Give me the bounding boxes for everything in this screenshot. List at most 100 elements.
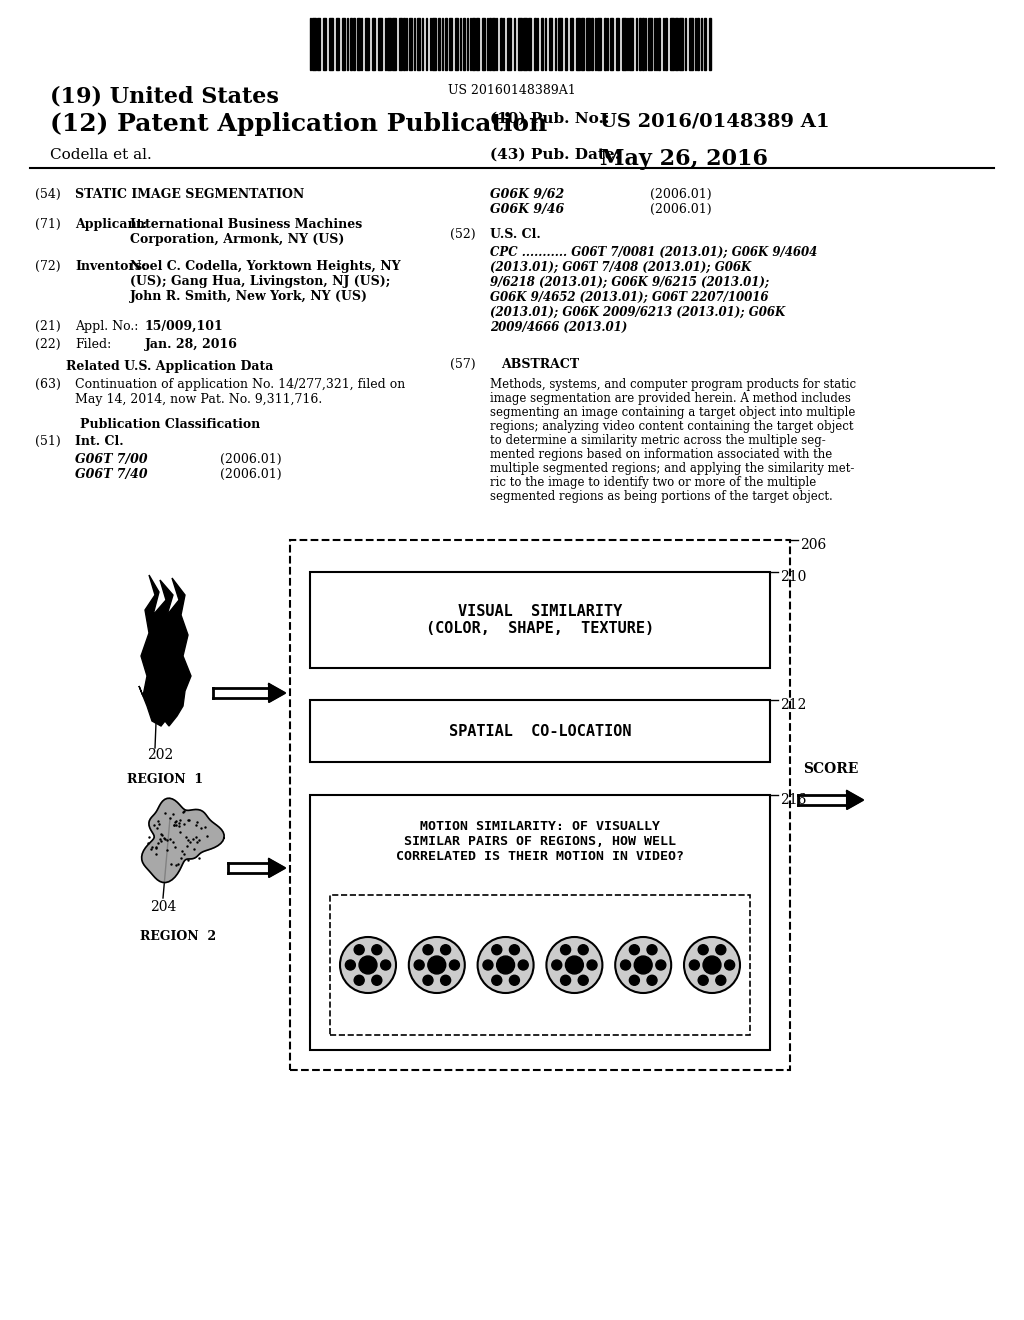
Circle shape [423,975,433,985]
Circle shape [621,960,631,970]
Text: image segmentation are provided herein. A method includes: image segmentation are provided herein. … [490,392,851,405]
Bar [492,18,495,70]
Bar [545,18,546,70]
Text: May 26, 2016: May 26, 2016 [600,148,768,170]
Bar [386,18,390,70]
Bar [391,18,395,70]
Bar [486,18,488,70]
Bar [455,18,458,70]
Bar [665,18,667,70]
Text: (43) Pub. Date:: (43) Pub. Date: [490,148,621,162]
Text: (12) Patent Application Publication: (12) Patent Application Publication [50,112,547,136]
Bar [463,18,465,70]
Bar [432,18,436,70]
Bar [688,18,692,70]
Bar [312,18,316,70]
Bar [409,18,412,70]
Text: Int. Cl.: Int. Cl. [75,436,124,447]
Bar [697,18,698,70]
Circle shape [509,975,519,985]
Bar [675,18,678,70]
Bar [639,18,641,70]
Bar [496,18,497,70]
Circle shape [647,945,657,954]
Text: U.S. Cl.: U.S. Cl. [490,228,541,242]
Text: (54): (54) [35,187,60,201]
Text: Filed:: Filed: [75,338,112,351]
Circle shape [630,975,639,985]
Bar [629,18,633,70]
Bar [575,18,580,70]
Text: mented regions based on information associated with the: mented regions based on information asso… [490,447,833,461]
Bar [549,18,552,70]
Bar [310,700,770,762]
Bar [310,795,770,1049]
Polygon shape [847,791,863,809]
Text: G06T 7/40: G06T 7/40 [75,469,147,480]
Text: (US); Gang Hua, Livingston, NJ (US);: (US); Gang Hua, Livingston, NJ (US); [130,275,390,288]
Circle shape [579,945,588,954]
Text: VISUAL  SIMILARITY
(COLOR,  SHAPE,  TEXTURE): VISUAL SIMILARITY (COLOR, SHAPE, TEXTURE… [426,603,654,636]
Text: MOTION SIMILARITY: OF VISUALLY
SIMILAR PAIRS OF REGIONS, HOW WELL
CORRELATED IS : MOTION SIMILARITY: OF VISUALLY SIMILAR P… [396,820,684,863]
Circle shape [725,960,734,970]
Text: Publication Classification: Publication Classification [80,418,260,432]
Text: (2006.01): (2006.01) [650,203,712,216]
Circle shape [509,945,519,954]
Text: 2009/4666 (2013.01): 2009/4666 (2013.01) [490,321,628,334]
Text: 9/6218 (2013.01); G06K 9/6215 (2013.01);: 9/6218 (2013.01); G06K 9/6215 (2013.01); [490,276,769,289]
Bar [655,18,657,70]
Text: (10) Pub. No.:: (10) Pub. No.: [490,112,609,125]
Circle shape [560,975,570,985]
Bar [356,18,359,70]
Text: 206: 206 [800,539,826,552]
Bar [679,18,683,70]
Bar [513,18,515,70]
Bar [444,18,447,70]
Bar [310,572,770,668]
Bar [597,18,601,70]
Circle shape [381,960,390,970]
Bar [591,18,593,70]
Circle shape [492,945,502,954]
Circle shape [716,975,726,985]
Circle shape [372,945,382,954]
Circle shape [560,945,570,954]
Bar [528,18,530,70]
Circle shape [477,937,534,993]
Bar [523,18,527,70]
Text: Appl. No.:: Appl. No.: [75,319,138,333]
Text: US 20160148389A1: US 20160148389A1 [449,84,575,96]
Text: (72): (72) [35,260,60,273]
Text: 210: 210 [780,570,806,583]
Text: 204: 204 [150,900,176,913]
Text: (63): (63) [35,378,60,391]
Circle shape [716,945,726,954]
Bar [365,18,369,70]
Circle shape [698,975,709,985]
Bar [317,18,319,70]
Bar [565,18,566,70]
Text: (51): (51) [35,436,60,447]
Text: STATIC IMAGE SEGMENTATION: STATIC IMAGE SEGMENTATION [75,187,304,201]
Circle shape [345,960,355,970]
Bar [694,18,696,70]
Bar [586,18,590,70]
Circle shape [587,960,597,970]
Bar [449,18,452,70]
Text: (22): (22) [35,338,60,351]
Bar [353,18,354,70]
Text: Jan. 28, 2016: Jan. 28, 2016 [145,338,238,351]
Bar [417,18,420,70]
Bar [341,18,344,70]
Circle shape [615,937,671,993]
Text: multiple segmented regions; and applying the similarity met-: multiple segmented regions; and applying… [490,462,854,475]
Circle shape [497,956,515,974]
Bar [378,18,382,70]
Circle shape [340,937,396,993]
Bar [372,18,375,70]
Text: 202: 202 [147,748,173,762]
Bar [558,18,562,70]
Circle shape [684,937,740,993]
Text: G06K 9/4652 (2013.01); G06T 2207/10016: G06K 9/4652 (2013.01); G06T 2207/10016 [490,290,768,304]
Bar [709,18,711,70]
